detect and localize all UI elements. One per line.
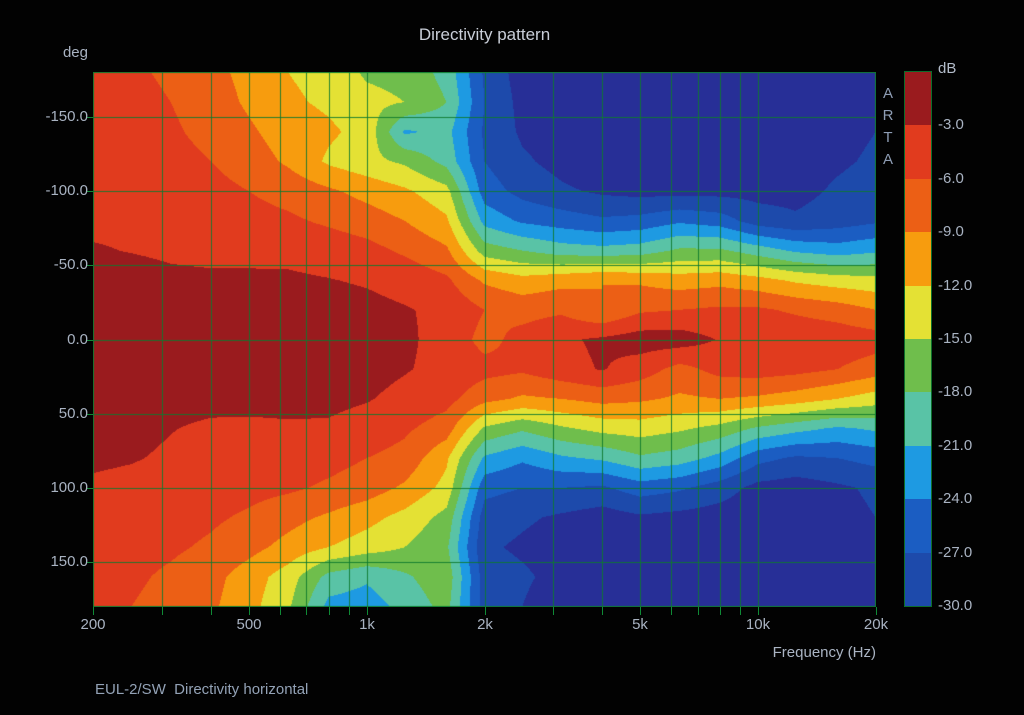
y-tick-mark	[86, 265, 93, 266]
y-tick-mark	[86, 340, 93, 341]
colorbar-band	[905, 125, 931, 179]
x-tick-mark	[720, 607, 721, 615]
colorbar-band	[905, 232, 931, 286]
colorbar-band	[905, 285, 931, 339]
colorbar-band	[905, 552, 931, 606]
x-tick-mark	[249, 607, 250, 615]
colorbar-band	[905, 338, 931, 393]
plot-area	[93, 72, 876, 607]
x-tick-label: 20k	[863, 616, 889, 633]
colorbar-band	[905, 445, 931, 500]
colorbar-tick-label: -27.0	[938, 543, 973, 561]
x-tick-label: 1k	[359, 616, 375, 633]
y-tick-mark	[86, 562, 93, 563]
chart-title: Directivity pattern	[418, 25, 551, 44]
y-tick-mark	[86, 488, 93, 489]
arta-letter: R	[882, 107, 894, 124]
colorbar-tick-label: -15.0	[938, 330, 973, 347]
x-tick-label: 5k	[632, 616, 648, 633]
x-tick-label: 2k	[477, 616, 493, 633]
x-tick-mark	[553, 607, 554, 615]
x-tick-mark	[876, 607, 877, 615]
y-tick-label: 50.0	[58, 405, 88, 422]
colorbar-title: dB	[938, 60, 957, 77]
y-tick-label: -100.0	[45, 182, 88, 199]
arta-letter: A	[882, 151, 893, 168]
y-axis-unit-label: deg	[62, 44, 88, 61]
colorbar-tick-label: -9.0	[938, 223, 964, 241]
colorbar	[904, 71, 932, 607]
y-tick-label: -50.0	[53, 256, 88, 273]
directivity-heatmap	[93, 72, 876, 607]
x-tick-mark	[698, 607, 699, 615]
colorbar-tick-label: -6.0	[938, 169, 964, 187]
colorbar-tick-label: -3.0	[938, 116, 964, 134]
x-axis-label: Frequency (Hz)	[772, 644, 876, 661]
y-tick-label: 150.0	[50, 553, 88, 570]
x-tick-mark	[329, 607, 330, 615]
y-tick-label: -150.0	[45, 108, 88, 125]
colorbar-tick-label: -30.0	[938, 597, 973, 614]
x-tick-mark	[758, 607, 759, 615]
x-tick-mark	[740, 607, 741, 615]
colorbar-band	[905, 499, 931, 553]
y-tick-label: 0.0	[67, 331, 88, 348]
x-tick-mark	[367, 607, 368, 615]
colorbar-band	[905, 392, 931, 446]
x-tick-mark	[485, 607, 486, 615]
x-tick-mark	[211, 607, 212, 615]
colorbar-tick-label: -24.0	[938, 490, 973, 508]
colorbar-band	[905, 72, 931, 126]
colorbar-tick-label: -18.0	[938, 383, 973, 401]
y-tick-mark	[86, 117, 93, 118]
y-tick-label: 100.0	[50, 479, 88, 496]
measurement-caption: EUL-2/SW Directivity horizontal	[95, 681, 309, 698]
x-tick-mark	[162, 607, 163, 615]
x-tick-label: 500	[236, 616, 262, 633]
x-tick-mark	[671, 607, 672, 615]
colorbar-tick-label: -12.0	[938, 276, 973, 294]
arta-letter: T	[883, 129, 893, 146]
y-tick-mark	[86, 191, 93, 192]
x-tick-mark	[349, 607, 350, 615]
arta-letter: A	[882, 85, 893, 102]
x-tick-mark	[640, 607, 641, 615]
x-tick-mark	[602, 607, 603, 615]
x-tick-mark	[93, 607, 94, 615]
x-tick-label: 10k	[745, 616, 771, 633]
y-tick-mark	[86, 414, 93, 415]
x-tick-label: 200	[80, 616, 106, 633]
x-tick-mark	[280, 607, 281, 615]
colorbar-band	[905, 178, 931, 233]
colorbar-tick-label: -21.0	[938, 436, 973, 454]
x-tick-mark	[306, 607, 307, 615]
